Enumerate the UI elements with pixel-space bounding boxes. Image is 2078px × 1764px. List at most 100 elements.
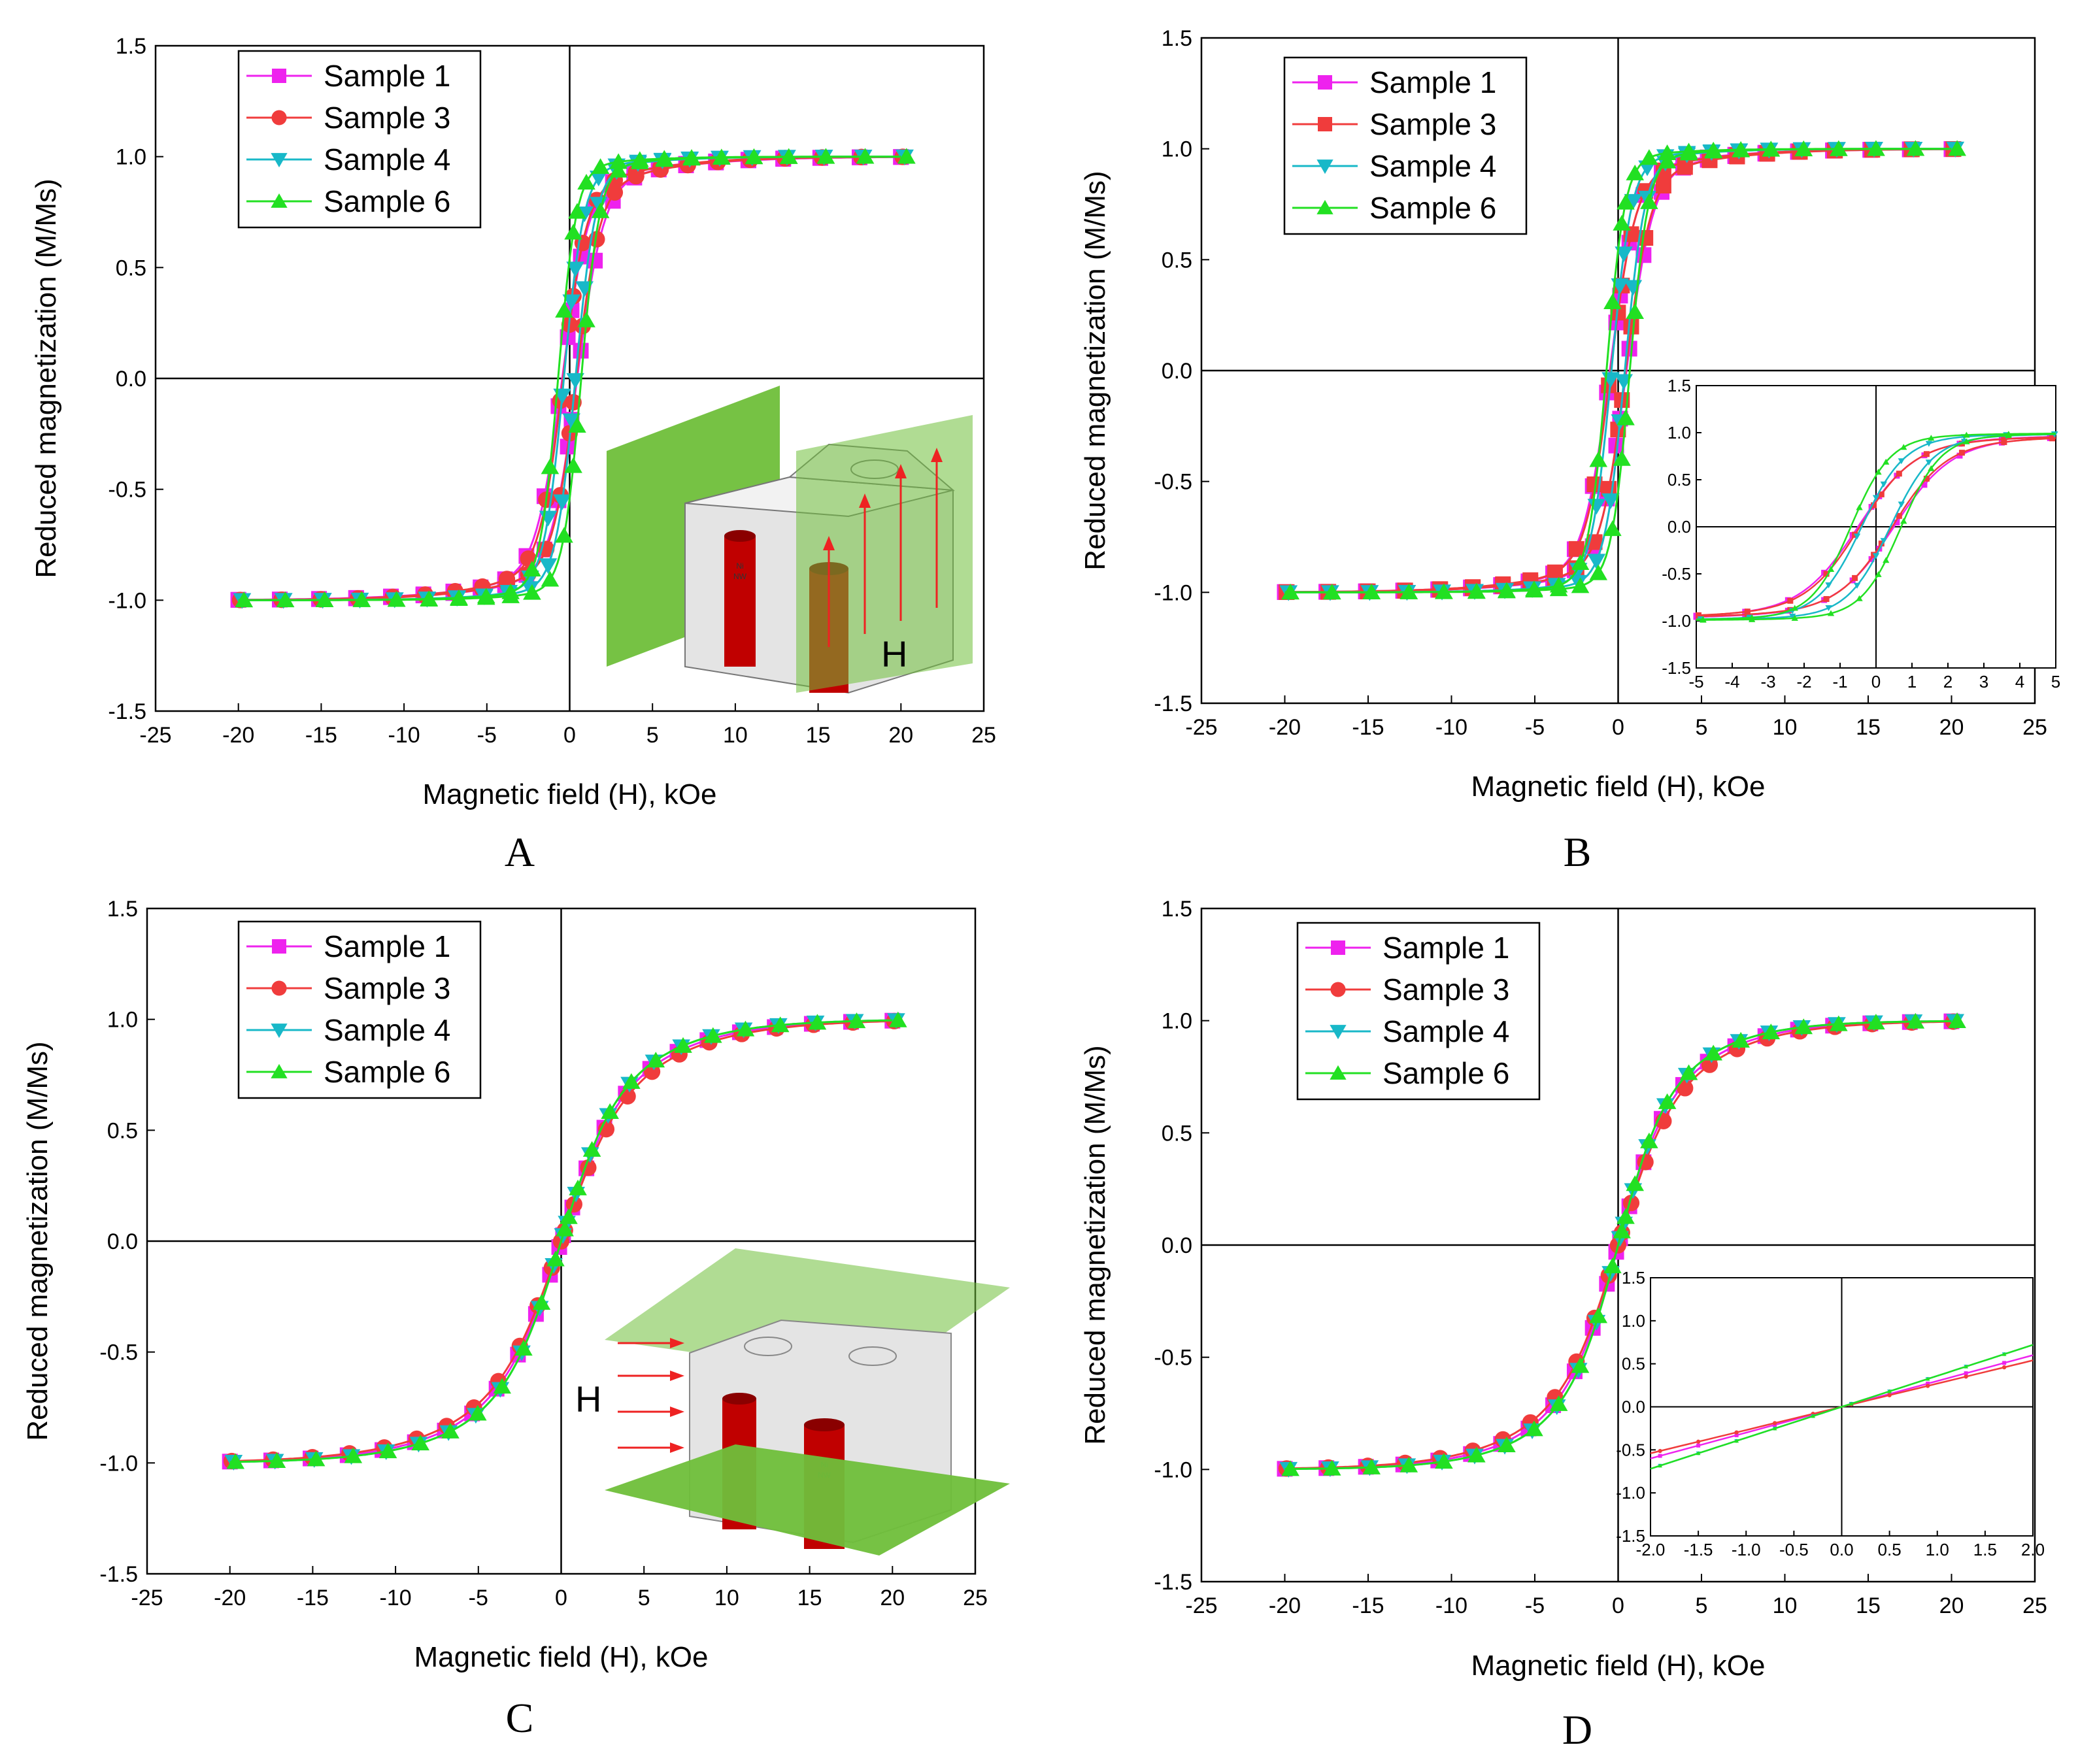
panel-d-data-point: [1906, 1012, 1925, 1029]
panel-d-x-axis-title: Magnetic field (H), kOe: [1471, 1650, 1766, 1682]
panel-a-data-point: [564, 224, 582, 240]
panel-b-inset-data-point: [1852, 574, 1858, 581]
panel-b-y-axis-title: Reduced magnetization (M/Ms): [1079, 171, 1111, 570]
panel-b-data-point: [1732, 141, 1751, 157]
panel-b-inset-x-tick-label: -4: [1724, 672, 1739, 691]
panel-b-inset-data-point: [1921, 482, 1928, 488]
panel-a-field-arrow-head: [931, 448, 943, 462]
panel-b-data-point: [1571, 577, 1590, 593]
panel-d-x-tick-label: 0: [1612, 1593, 1624, 1618]
panel-c-x-tick-label: -20: [214, 1586, 246, 1610]
panel-d-inset-data-point: [1925, 1384, 1930, 1388]
panel-b-inset-series-line: [1696, 433, 2056, 621]
panel-c-x-tick-label: 20: [880, 1586, 905, 1610]
panel-b-data-point: [1613, 450, 1631, 466]
panel-b-data-point: [1623, 318, 1639, 335]
panel-d-data-point: [1435, 1453, 1453, 1469]
panel-a-data-point: [609, 153, 628, 169]
panel-a-data-point: [564, 457, 582, 473]
panel-d-inset-data-point: [1696, 1439, 1701, 1444]
panel-a-x-tick-label: -5: [477, 723, 497, 748]
panel-b-data-point: [1762, 141, 1781, 157]
panel-d-data-point: [1732, 1031, 1751, 1048]
panel-c-data-point: [307, 1450, 326, 1467]
panel-a-data-point: [631, 151, 649, 167]
panel-b-data-point: [1589, 451, 1608, 467]
panel-a-data-point: [387, 591, 406, 607]
panel-b-data-point: [1498, 582, 1516, 598]
panel-a-data-point: [577, 311, 595, 327]
panel-a-nanowire-label: Ni: [736, 561, 743, 571]
panel-b-inset-data-point: [1878, 491, 1885, 497]
panel-c-data-point: [344, 1447, 363, 1463]
panel-b-data-point: [1617, 193, 1635, 210]
panel-b-data-point: [1658, 144, 1677, 161]
panel-b-inset-data-point: [1875, 571, 1882, 577]
panel-c-pore-top: [744, 1337, 792, 1356]
panel-c-data-point: [808, 1014, 827, 1030]
panel-d-y-tick-label: -1.5: [1154, 1570, 1192, 1595]
panel-a-y-tick-label: -0.5: [108, 478, 146, 503]
panel-d-data-point: [1525, 1420, 1543, 1437]
panel-d-inset-y-tick-label: 0.0: [1622, 1397, 1645, 1417]
panel-b-inset-data-point: [1853, 582, 1861, 589]
panel-d-panel-letter: D: [1562, 1706, 1592, 1753]
panel-a-y-tick-label: 0.0: [116, 367, 146, 391]
panel-c-data-point: [546, 1250, 565, 1267]
panel-c-y-tick-label: 1.5: [107, 897, 138, 922]
panel-b-inset-y-tick-label: -1.5: [1662, 658, 1691, 678]
panel-b-legend-label: Sample 3: [1369, 107, 1496, 141]
panel-a-x-tick-label: 25: [971, 723, 996, 748]
panel-c-data-point: [514, 1340, 533, 1356]
panel-b-inset-data-point: [1825, 605, 1832, 611]
panel-c-y-tick-label: 0.0: [107, 1229, 138, 1254]
panel-a-data-point: [591, 158, 610, 175]
panel-d-legend-marker: [1330, 1025, 1347, 1040]
panel-b-y-tick-label: 0.5: [1162, 248, 1192, 273]
panel-d-x-tick-label: -15: [1352, 1593, 1384, 1618]
panel-b-data-point: [1322, 584, 1341, 600]
panel-d-inset-data-point: [1926, 1381, 1930, 1386]
panel-d-data-point: [1549, 1395, 1568, 1411]
panel-d-inset-x-tick-label: 2.0: [2021, 1540, 2045, 1559]
panel-d-data-point: [1867, 1014, 1885, 1030]
panel-b-inset-data-point: [1928, 435, 1935, 441]
panel-b-x-tick-label: -20: [1269, 715, 1301, 740]
panel-d-legend-marker: [1331, 940, 1345, 955]
panel-c-data-point: [569, 1179, 587, 1195]
panel-c-pore-top: [848, 1346, 897, 1366]
panel-c-x-tick-label: 5: [638, 1586, 650, 1610]
panel-b-inset-data-point: [1787, 597, 1794, 604]
panel-a-panel-letter: A: [505, 829, 535, 875]
panel-d-inset-data-point: [1887, 1393, 1892, 1397]
panel-b-inset-data-point: [1823, 571, 1830, 577]
panel-c-y-tick-label: -0.5: [99, 1340, 138, 1365]
panel-d-data-point: [1794, 1018, 1813, 1035]
panel-d-inset-data-point: [1696, 1451, 1701, 1456]
panel-b-inset-data-point: [1894, 519, 1900, 525]
panel-c-legend-label: Sample 1: [324, 929, 450, 963]
panel-d-x-tick-label: 10: [1773, 1593, 1798, 1618]
panel-b-inset-data-point: [1827, 565, 1835, 572]
panel-b-data-point: [1794, 140, 1813, 156]
panel-a-data-point: [568, 203, 586, 219]
panel-b-x-tick-label: 0: [1612, 715, 1624, 740]
panel-b-inset-data-point: [1883, 458, 1890, 465]
panel-a-nanowire-cap: [724, 530, 756, 542]
panel-b-inset-data-point: [1900, 518, 1907, 524]
panel-b-inset-data-point: [1853, 533, 1861, 540]
panel-c-data-point: [532, 1293, 551, 1310]
panel-c-chart: -25 -20 -15 -10 -5 0 5 10 15 20 25 -1.5 -1.0 -0.5 0.0 0…: [22, 897, 1010, 1741]
panel-b-legend-marker: [1318, 75, 1332, 90]
panel-a-data-point: [589, 171, 608, 187]
panel-a-data-point: [897, 148, 916, 164]
panel-b-chart: -25 -20 -15 -10 -5 0 5 10 15 20 25-1.5-1.0-0.50.00…: [1079, 26, 2060, 875]
panel-d-data-point: [1626, 1175, 1645, 1191]
panel-d-data-point: [1622, 1195, 1640, 1212]
panel-b-data-point: [1867, 140, 1885, 156]
panel-a-data-point: [568, 417, 586, 433]
panel-c-data-point: [468, 1405, 487, 1421]
panel-b-data-point: [1399, 583, 1418, 599]
panel-d-inset-x-tick-label: 0.5: [1878, 1540, 1902, 1559]
panel-d-x-tick-label: 5: [1696, 1593, 1708, 1618]
